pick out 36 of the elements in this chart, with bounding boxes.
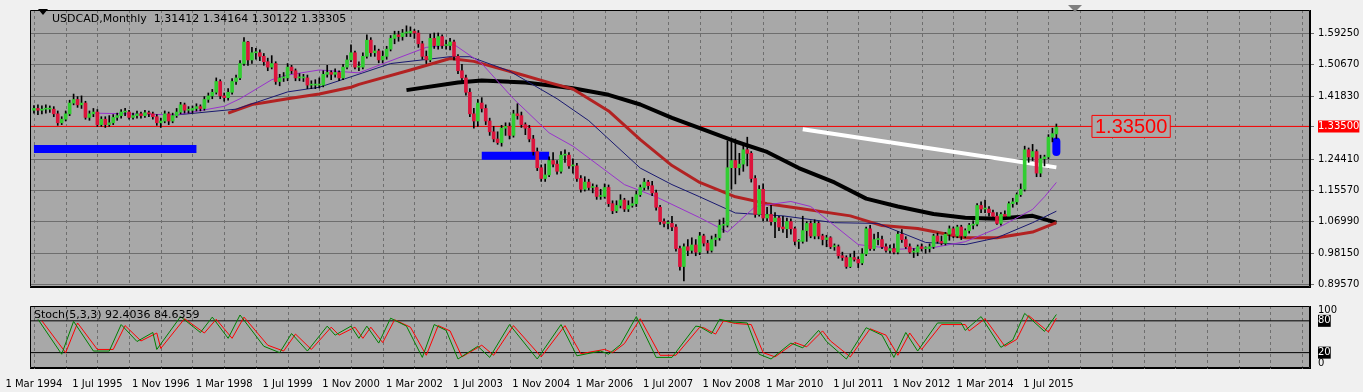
x-tick-label: 1 Mar 2002 [385, 377, 443, 389]
x-tick-label: 1 Mar 1998 [195, 377, 253, 389]
y-tick-label: 1.15570 [1318, 184, 1360, 196]
x-tick-label: 1 Jul 2007 [642, 377, 694, 389]
x-tick-label: 1 Nov 1996 [131, 377, 190, 389]
ref-line-label: 1.33500 [1094, 114, 1168, 137]
chart-title: Stoch(5,3,3) 92.4036 84.6359 [34, 308, 200, 322]
x-tick-label: 1 Mar 2014 [956, 377, 1014, 389]
y-tick-label: 0.98150 [1318, 247, 1360, 258]
y-tick-label: 1.06990 [1318, 215, 1360, 227]
candlestick [107, 115, 112, 127]
x-tick-label: 1 Mar 2010 [766, 377, 824, 389]
x-tick-label: 1 Jul 2011 [833, 377, 884, 389]
y-tick-label: 1.50670 [1318, 58, 1360, 70]
y-tick-label: 100 [1318, 303, 1338, 315]
x-tick-label: 1 Nov 2008 [702, 377, 761, 389]
candlestick [773, 212, 777, 239]
x-tick-label: 1 Jul 1999 [262, 377, 313, 389]
x-tick-label: 1 Nov 2000 [322, 377, 380, 389]
x-tick-label: 1 Jul 2003 [452, 377, 503, 389]
x-tick-label: 1 Jul 1995 [72, 377, 123, 389]
y-tick-label: 0.89570 [1318, 277, 1360, 289]
x-tick-label: 1 Mar 2006 [576, 377, 634, 389]
y-tick-label: 1.33500 [1318, 120, 1360, 131]
y-tick-label: 1.59250 [1318, 27, 1360, 39]
x-tick-label: 1 Nov 2012 [892, 377, 951, 389]
x-tick-label: 1 Mar 1994 [5, 377, 63, 389]
candlestick [254, 48, 258, 60]
x-tick-label: 1 Nov 2004 [512, 377, 571, 389]
y-tick-label: 20 [1318, 346, 1331, 358]
y-tick-label: 1.24410 [1318, 152, 1360, 164]
y-tick-label: 80 [1318, 314, 1331, 326]
x-tick-label: 1 Jul 2015 [1023, 377, 1074, 389]
y-tick-label: 1.41830 [1318, 90, 1360, 102]
chart-title: USDCAD,Monthly 1.31412 1.34164 1.30122 1.33305 [52, 12, 347, 26]
y-tick-label: 0 [1318, 356, 1325, 368]
